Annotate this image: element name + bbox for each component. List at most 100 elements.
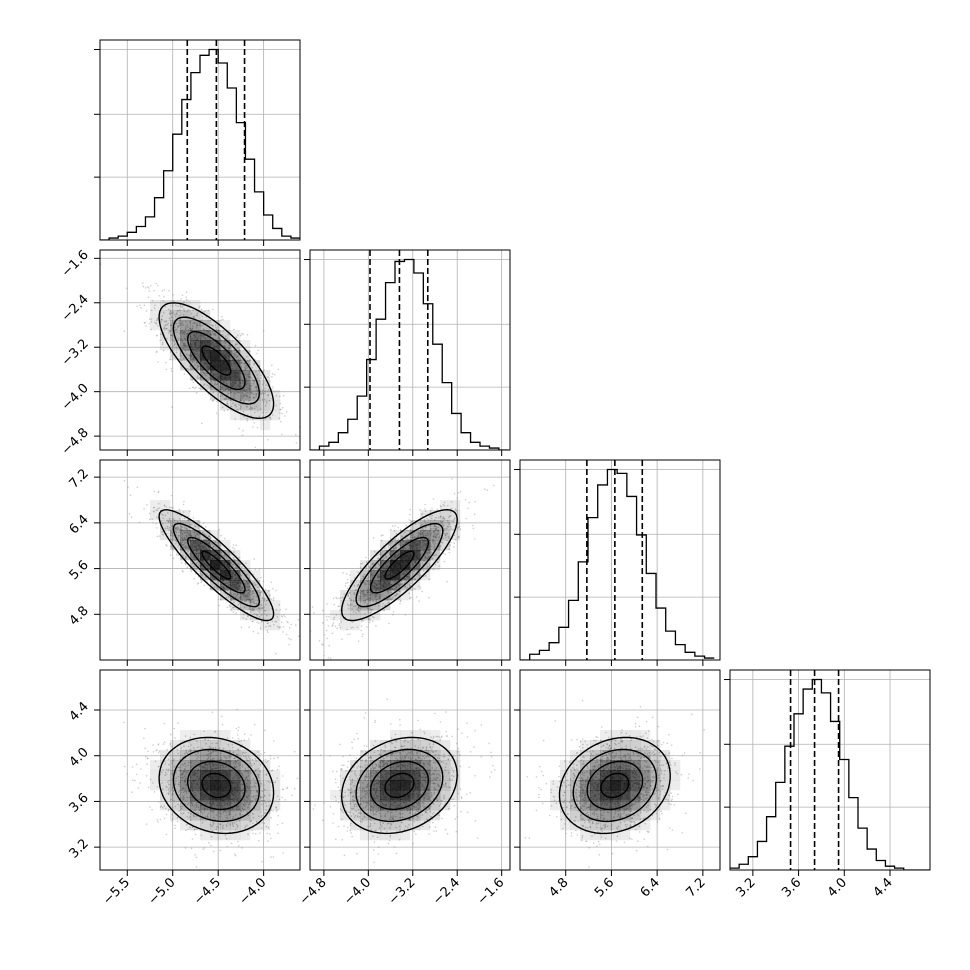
scatter-point xyxy=(421,553,423,555)
scatter-point xyxy=(180,543,183,546)
scatter-point xyxy=(333,603,335,606)
scatter-point xyxy=(212,545,215,548)
density-cell xyxy=(260,600,271,611)
scatter-point xyxy=(439,505,442,507)
scatter-point xyxy=(369,608,372,611)
scatter-point xyxy=(244,362,246,365)
scatter-point xyxy=(227,744,230,746)
scatter-point xyxy=(150,309,153,312)
scatter-point xyxy=(155,335,158,337)
scatter-point xyxy=(429,552,431,554)
scatter-point xyxy=(260,620,263,623)
scatter-point xyxy=(391,598,393,600)
scatter-point xyxy=(191,328,193,330)
scatter-point xyxy=(347,578,349,581)
scatter-point xyxy=(175,351,178,354)
scatter-point xyxy=(229,392,232,394)
scatter-point xyxy=(187,354,190,356)
scatter-point xyxy=(425,574,427,577)
scatter-point xyxy=(365,580,368,582)
scatter-point xyxy=(311,606,314,608)
scatter-point xyxy=(238,556,241,559)
scatter-point xyxy=(212,332,214,335)
scatter-point xyxy=(256,352,258,355)
scatter-point xyxy=(203,533,206,535)
scatter-point xyxy=(191,523,193,526)
scatter-point xyxy=(259,627,262,630)
scatter-point xyxy=(261,814,263,817)
scatter-point xyxy=(424,526,427,528)
scatter-point xyxy=(352,600,355,602)
scatter-point xyxy=(413,536,416,539)
scatter-point xyxy=(187,529,189,532)
contour-line xyxy=(186,536,246,594)
scatter-point xyxy=(172,520,174,523)
scatter-point xyxy=(223,553,226,556)
scatter-point xyxy=(290,623,292,626)
panel-frame xyxy=(309,249,511,451)
scatter-point xyxy=(424,523,427,525)
density-cell xyxy=(410,580,421,591)
scatter-point xyxy=(204,310,206,313)
scatter-point xyxy=(204,526,207,528)
scatter-point xyxy=(202,328,205,330)
density-cell xyxy=(410,520,421,531)
scatter-point xyxy=(171,335,174,337)
scatter-point xyxy=(364,599,366,601)
scatter-point xyxy=(157,491,160,494)
scatter-point xyxy=(181,329,183,332)
scatter-point xyxy=(351,608,353,610)
scatter-point xyxy=(156,334,158,337)
scatter-point xyxy=(180,338,182,340)
scatter-point xyxy=(174,315,177,318)
scatter-point xyxy=(236,334,239,336)
scatter-point xyxy=(355,588,358,591)
scatter-point xyxy=(412,536,414,539)
scatter-point xyxy=(342,572,344,574)
scatter-point xyxy=(131,791,133,793)
scatter-point xyxy=(246,417,248,420)
scatter-point xyxy=(365,568,367,570)
scatter-point xyxy=(348,597,351,600)
scatter-point xyxy=(390,583,393,586)
scatter-point xyxy=(184,557,187,560)
scatter-point xyxy=(194,387,196,390)
density-cell xyxy=(210,350,221,361)
scatter-point xyxy=(369,566,371,569)
scatter-point xyxy=(255,602,258,605)
scatter-point xyxy=(427,519,430,521)
scatter-point xyxy=(231,358,234,360)
scatter-point xyxy=(241,587,243,589)
scatter-point xyxy=(249,762,252,765)
scatter-point xyxy=(378,597,381,599)
scatter-point xyxy=(428,596,430,599)
scatter-point xyxy=(434,563,437,566)
scatter-point xyxy=(422,559,425,562)
scatter-point xyxy=(396,594,398,596)
scatter-point xyxy=(225,597,228,599)
scatter-point xyxy=(255,386,257,388)
scatter-point xyxy=(191,562,194,565)
scatter-point xyxy=(179,355,182,357)
scatter-point xyxy=(367,580,369,583)
scatter-point xyxy=(448,537,450,539)
scatter-point xyxy=(437,532,439,535)
scatter-point xyxy=(357,606,360,608)
scatter-point xyxy=(271,386,274,388)
scatter-point xyxy=(226,394,229,396)
scatter-point xyxy=(468,501,470,504)
density-cell xyxy=(170,340,181,351)
scatter-point xyxy=(164,514,167,517)
scatter-point xyxy=(282,852,284,854)
scatter-point xyxy=(380,534,383,537)
scatter-point xyxy=(385,549,388,552)
scatter-point xyxy=(362,581,365,584)
scatter-point xyxy=(447,525,449,528)
scatter-point xyxy=(450,528,452,530)
scatter-point xyxy=(185,298,188,301)
scatter-point xyxy=(203,328,205,331)
scatter-point xyxy=(254,584,257,587)
scatter-point xyxy=(233,392,235,395)
scatter-point xyxy=(384,604,386,607)
scatter-point xyxy=(187,828,189,831)
